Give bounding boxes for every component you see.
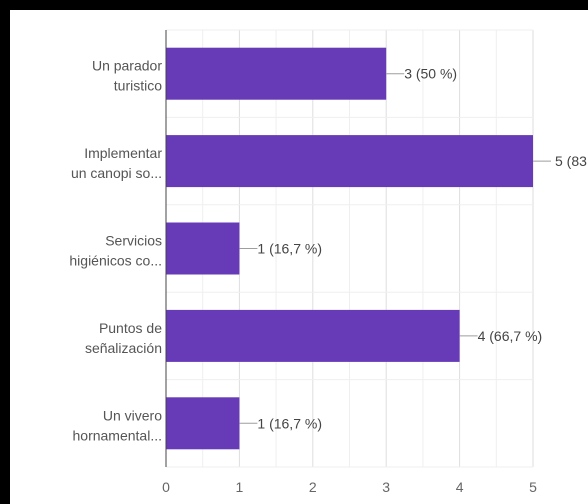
bar-2 <box>166 135 533 188</box>
category-label-line: Un vivero <box>103 407 162 423</box>
data-label: 1 (16,7 %) <box>257 241 322 257</box>
chart-panel: Un parador turistico Implementar un canopi … <box>10 10 588 504</box>
category-label-line: higiénicos co... <box>69 253 162 269</box>
data-labels: 3 (50 %) 5 (83,3 %) 1 (16,7 %) 4 (66,7 %) 1 … <box>239 66 588 431</box>
bar-3 <box>166 222 240 275</box>
data-label: 5 (83,3 %) <box>555 153 588 169</box>
bar-1 <box>166 47 387 100</box>
category-label: Puntos de señalización <box>85 320 162 356</box>
x-tick-label: 4 <box>456 479 464 495</box>
x-tick-label: 3 <box>382 479 390 495</box>
bars <box>166 47 533 450</box>
category-label: Un vivero hornamental... <box>73 407 163 443</box>
category-label: Servicios higiénicos co... <box>69 233 162 269</box>
category-label-line: señalización <box>85 340 162 356</box>
grid-lines <box>166 29 534 468</box>
data-label: 4 (66,7 %) <box>478 328 543 344</box>
x-tick-labels: 0 1 2 3 4 5 <box>162 479 537 495</box>
category-label-line: turistico <box>114 78 162 94</box>
x-tick-label: 1 <box>236 479 244 495</box>
category-labels: Un parador turistico Implementar un canopi … <box>69 58 162 444</box>
data-label: 3 (50 %) <box>404 66 457 82</box>
data-label: 1 (16,7 %) <box>257 415 322 431</box>
category-label-line: un canopi so... <box>71 165 162 181</box>
bar-4 <box>166 309 460 362</box>
category-label-line: Un parador <box>92 58 162 74</box>
category-label-line: Implementar <box>84 145 162 161</box>
category-label: Un parador turistico <box>92 58 162 94</box>
x-tick-label: 0 <box>162 479 170 495</box>
x-tick-label: 2 <box>309 479 317 495</box>
category-label-line: hornamental... <box>73 427 163 443</box>
category-label-line: Puntos de <box>99 320 162 336</box>
bar-chart: Un parador turistico Implementar un canopi … <box>69 29 588 495</box>
bar-5 <box>166 397 240 450</box>
x-tick-label: 5 <box>529 479 537 495</box>
category-label-line: Servicios <box>105 233 162 249</box>
category-label: Implementar un canopi so... <box>71 145 162 181</box>
